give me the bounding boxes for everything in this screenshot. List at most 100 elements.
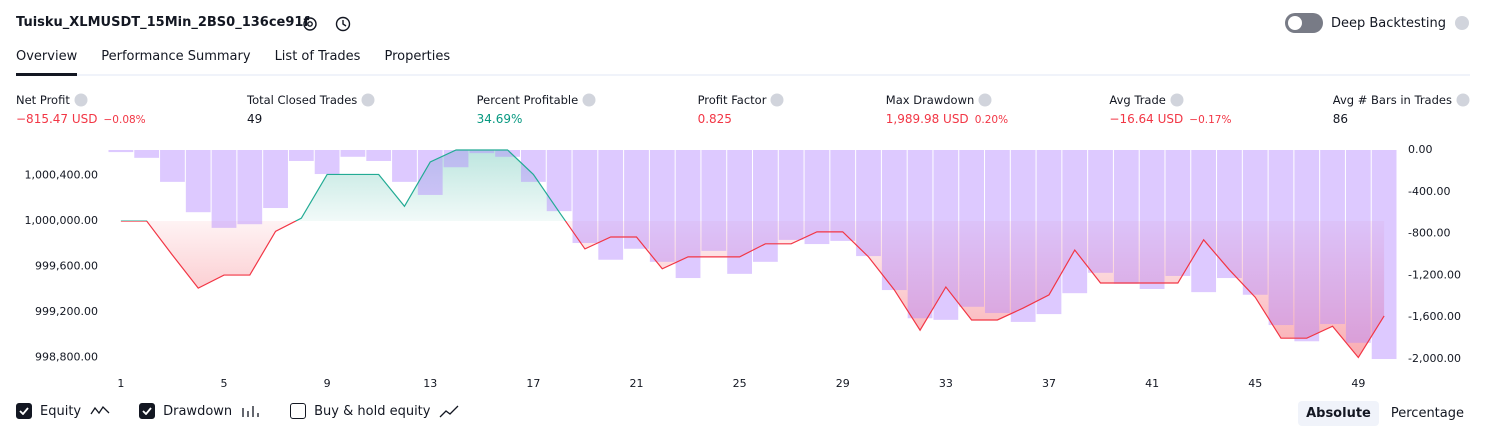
- help-icon: [1455, 16, 1469, 30]
- drawdown-bar: [108, 150, 134, 153]
- checkbox[interactable]: [16, 403, 32, 419]
- drawdown-bar: [495, 150, 520, 157]
- metric-value: 49: [247, 112, 263, 126]
- x-tick-label: 5: [221, 377, 228, 390]
- metric-value: −16.64 USD: [1109, 112, 1184, 126]
- drawdown-bar: [160, 150, 185, 182]
- metric-value-row: 0.825: [698, 112, 785, 126]
- info-icon: [770, 93, 784, 107]
- drawdown-bar: [1010, 150, 1036, 322]
- drawdown-bar: [288, 150, 314, 161]
- legend-label: Buy & hold equity: [314, 403, 431, 419]
- info-dot: [361, 93, 375, 107]
- y-tick-label: 1,000,400.00: [25, 169, 98, 182]
- metric-value: 34.69%: [476, 112, 523, 126]
- metric: Net Profit −815.47 USD −0.08%: [16, 93, 146, 126]
- drawdown-bar: [263, 150, 288, 209]
- check: [142, 407, 152, 415]
- x-tick-label: 37: [1042, 377, 1056, 390]
- drawdown-bar: [753, 150, 778, 262]
- deep-backtesting-toggle[interactable]: Deep Backtesting: [1284, 13, 1470, 33]
- drawdown-bar: [675, 150, 701, 279]
- metric-label-row: Profit Factor: [698, 93, 785, 107]
- metric-label: Avg # Bars in Trades: [1332, 93, 1452, 107]
- y2-tick-label: -1,200.00: [1408, 268, 1461, 281]
- y2-tick-label: -400.00: [1408, 185, 1450, 198]
- tab[interactable]: Overview: [16, 46, 78, 76]
- metric-value: 86: [1332, 112, 1349, 126]
- metric-label-row: Total Closed Trades: [247, 93, 375, 107]
- x-tick-label: 9: [324, 377, 331, 390]
- metric: Max Drawdown 1,989.98 USD 0.20%: [886, 93, 1008, 126]
- scale-button[interactable]: Absolute: [1298, 401, 1379, 426]
- drawdown-bar: [314, 150, 340, 175]
- x-tick-label: 45: [1248, 377, 1262, 390]
- metric-value: −815.47 USD: [16, 112, 98, 126]
- x-tick-label: 21: [629, 377, 643, 390]
- legend-icon: [90, 405, 110, 414]
- tab[interactable]: Performance Summary: [101, 49, 251, 64]
- metric-value-row: −16.64 USD −0.17%: [1109, 112, 1231, 126]
- drawdown-bar: [134, 150, 160, 158]
- x-tick-label: 25: [733, 377, 747, 390]
- metric: Percent Profitable 34.69%: [477, 93, 597, 126]
- drawdown-bar: [1191, 150, 1217, 293]
- metric-sub: −0.08%: [103, 114, 146, 126]
- checkbox[interactable]: [139, 403, 156, 419]
- info-icon: [1170, 93, 1184, 107]
- switch[interactable]: [1284, 13, 1323, 33]
- drawdown-bar: [185, 150, 211, 213]
- legend-item[interactable]: Equity: [16, 403, 111, 419]
- y2-tick-label: -800.00: [1408, 227, 1450, 240]
- drawdown-bar: [1320, 150, 1345, 325]
- drawdown-bar: [1062, 150, 1088, 294]
- metric-label-row: Max Drawdown: [886, 93, 1008, 107]
- metric-label-row: Avg # Bars in Trades: [1333, 93, 1470, 107]
- drawdown-bar: [546, 150, 572, 212]
- drawdown-bar: [469, 150, 495, 154]
- x-tick-label: 41: [1145, 377, 1159, 390]
- drawdown-bar: [417, 150, 443, 195]
- icons[interactable]: [300, 14, 356, 34]
- metric-label-row: Avg Trade: [1109, 93, 1231, 107]
- drawdown-bar: [572, 150, 598, 244]
- tab[interactable]: List of Trades: [274, 49, 361, 64]
- drawdown-bar: [211, 150, 237, 228]
- drawdown-bar: [1345, 150, 1371, 343]
- drawdown-bar: [624, 150, 649, 249]
- checkbox[interactable]: [290, 403, 307, 419]
- metric-sub: −0.17%: [1189, 114, 1232, 126]
- info-icon: [361, 93, 375, 107]
- drawdown-bar: [598, 150, 624, 260]
- metric-label-row: Percent Profitable: [477, 93, 597, 107]
- legend-item[interactable]: Buy & hold equity: [290, 403, 460, 419]
- header-icons[interactable]: [300, 14, 356, 38]
- metric-value-row: 34.69%: [477, 112, 597, 126]
- info-dot: [770, 93, 784, 107]
- metric: Avg # Bars in Trades 86: [1333, 93, 1470, 126]
- metric-label: Max Drawdown: [885, 93, 975, 107]
- y2-tick-label: -1,600.00: [1408, 310, 1461, 323]
- x-tick-label: 29: [836, 377, 850, 390]
- info-dot: [1456, 93, 1470, 107]
- drawdown-bar: [701, 150, 727, 251]
- metric-value-row: −815.47 USD −0.08%: [16, 112, 146, 126]
- strategy-title: Tuisku_XLMUSDT_15Min_2BS0_136ce91f: [16, 15, 310, 30]
- scale-button[interactable]: Percentage: [1390, 406, 1464, 421]
- scale-buttons: Absolute Percentage: [1298, 401, 1472, 426]
- info-icon: [582, 93, 596, 107]
- metric: Profit Factor 0.825: [698, 93, 785, 126]
- drawdown-bar: [366, 150, 392, 161]
- drawdown-bar: [959, 150, 985, 307]
- tabs: Overview Performance Summary List of Trade…: [16, 46, 1470, 76]
- metric-value-row: 1,989.98 USD 0.20%: [886, 112, 1008, 126]
- drawdown-bar: [1294, 150, 1320, 342]
- drawdown-bar: [340, 150, 366, 157]
- drawdown-bar: [1165, 150, 1191, 276]
- tab[interactable]: Properties: [384, 49, 451, 64]
- info-dot: [1170, 93, 1184, 107]
- legend-item[interactable]: Drawdown: [139, 403, 262, 419]
- metric-value-row: 49: [247, 112, 375, 126]
